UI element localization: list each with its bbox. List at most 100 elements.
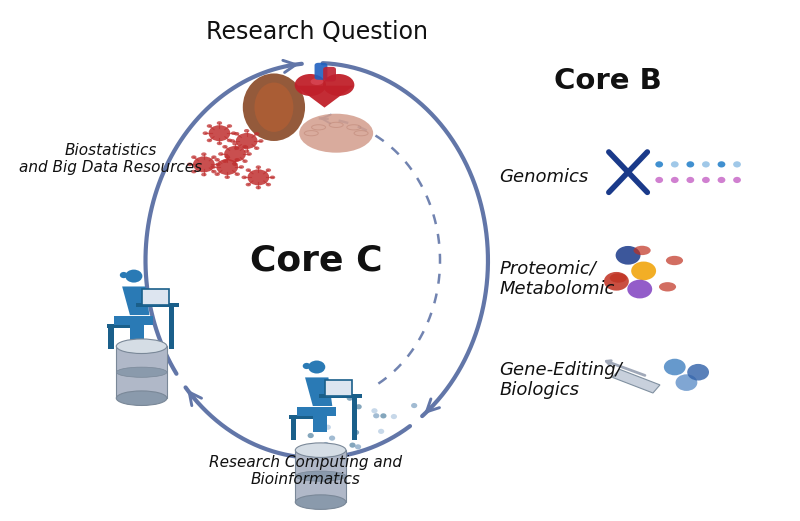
Ellipse shape (686, 162, 694, 167)
Ellipse shape (234, 132, 239, 135)
Ellipse shape (256, 165, 261, 169)
Bar (352, 398, 358, 440)
FancyArrowPatch shape (606, 361, 645, 376)
Bar (143, 303, 158, 306)
Ellipse shape (242, 145, 248, 148)
Text: Proteomic/
Metabolomic: Proteomic/ Metabolomic (500, 259, 615, 298)
Ellipse shape (211, 170, 217, 173)
Ellipse shape (299, 114, 373, 153)
Ellipse shape (202, 131, 208, 135)
Ellipse shape (718, 162, 726, 167)
Ellipse shape (214, 158, 220, 162)
Ellipse shape (210, 165, 216, 169)
Ellipse shape (307, 433, 314, 438)
Ellipse shape (355, 404, 362, 410)
Ellipse shape (323, 74, 354, 96)
Ellipse shape (310, 78, 323, 85)
Ellipse shape (664, 358, 686, 375)
Ellipse shape (258, 139, 263, 143)
Ellipse shape (355, 444, 361, 450)
Ellipse shape (659, 282, 676, 291)
Text: Research Question: Research Question (206, 20, 428, 44)
Ellipse shape (226, 139, 232, 142)
Ellipse shape (216, 159, 238, 175)
Polygon shape (305, 377, 332, 406)
Ellipse shape (687, 364, 709, 380)
Bar (114, 316, 154, 326)
Bar (290, 415, 317, 419)
Ellipse shape (256, 185, 261, 189)
Ellipse shape (604, 272, 629, 291)
Text: Biostatistics
and Big Data Resources: Biostatistics and Big Data Resources (19, 143, 202, 176)
Ellipse shape (246, 168, 251, 172)
Ellipse shape (616, 246, 641, 265)
Ellipse shape (191, 170, 197, 173)
Ellipse shape (234, 172, 240, 176)
Ellipse shape (225, 176, 230, 179)
Ellipse shape (610, 274, 627, 283)
Ellipse shape (718, 177, 726, 183)
Ellipse shape (294, 74, 326, 96)
Ellipse shape (702, 177, 710, 183)
Ellipse shape (666, 256, 683, 265)
Bar (295, 450, 346, 502)
Ellipse shape (116, 339, 167, 354)
Ellipse shape (254, 146, 259, 150)
Ellipse shape (634, 246, 650, 255)
Ellipse shape (325, 425, 331, 430)
Ellipse shape (120, 272, 127, 278)
Bar (108, 328, 114, 349)
Ellipse shape (378, 429, 384, 434)
Bar (130, 326, 144, 341)
Ellipse shape (671, 162, 678, 167)
Ellipse shape (302, 363, 310, 369)
Ellipse shape (234, 146, 239, 150)
Ellipse shape (238, 165, 244, 169)
Ellipse shape (116, 367, 167, 377)
Bar (291, 419, 297, 440)
Ellipse shape (270, 176, 275, 179)
Ellipse shape (242, 73, 305, 141)
Ellipse shape (308, 361, 326, 374)
Bar (136, 303, 179, 307)
Ellipse shape (206, 124, 212, 128)
Ellipse shape (232, 142, 238, 145)
Ellipse shape (323, 442, 329, 447)
Ellipse shape (232, 163, 238, 166)
Ellipse shape (126, 269, 142, 282)
Ellipse shape (295, 471, 346, 481)
Ellipse shape (222, 145, 228, 148)
Ellipse shape (371, 408, 378, 413)
Ellipse shape (347, 394, 354, 399)
Text: Research Computing and
Bioinformatics: Research Computing and Bioinformatics (209, 455, 402, 487)
Ellipse shape (733, 177, 741, 183)
Ellipse shape (236, 133, 258, 149)
Ellipse shape (350, 442, 356, 448)
Ellipse shape (242, 159, 248, 163)
Ellipse shape (187, 163, 193, 166)
Ellipse shape (353, 430, 359, 435)
Bar (313, 416, 327, 432)
Ellipse shape (225, 155, 230, 158)
Ellipse shape (201, 152, 206, 156)
Ellipse shape (201, 173, 206, 177)
Ellipse shape (230, 139, 235, 143)
Ellipse shape (226, 124, 232, 128)
Bar (116, 346, 167, 398)
Text: Genomics: Genomics (500, 168, 589, 187)
Text: Gene-Editing/
Biologics: Gene-Editing/ Biologics (500, 361, 622, 400)
Polygon shape (295, 85, 354, 108)
Ellipse shape (266, 183, 271, 187)
Ellipse shape (380, 413, 386, 418)
Ellipse shape (215, 163, 221, 166)
Ellipse shape (191, 155, 197, 159)
Bar (613, 369, 660, 393)
Ellipse shape (411, 403, 418, 408)
Ellipse shape (671, 177, 678, 183)
Bar (326, 393, 342, 396)
Text: Core C: Core C (250, 243, 383, 278)
Ellipse shape (231, 131, 236, 135)
Ellipse shape (311, 413, 317, 418)
Ellipse shape (217, 142, 222, 145)
Ellipse shape (218, 152, 223, 156)
